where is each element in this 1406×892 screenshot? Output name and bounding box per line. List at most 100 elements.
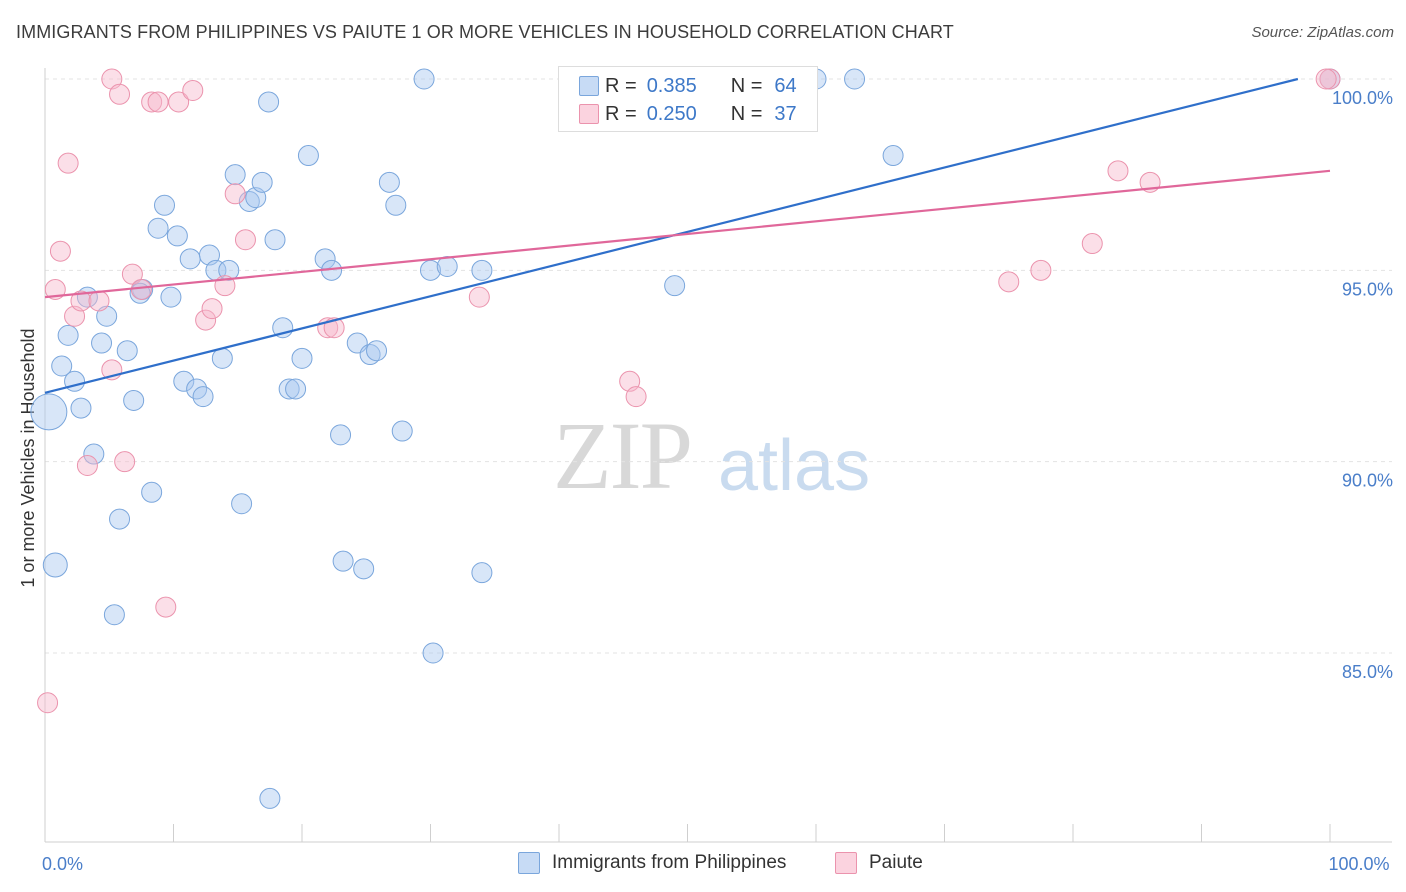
point-philippines [96,305,118,327]
point-philippines [297,145,319,167]
point-philippines [664,275,686,297]
legend-n-value: 64 [774,74,797,97]
point-paiute [101,68,123,90]
point-paiute [201,298,223,320]
point-philippines [51,355,73,377]
point-philippines [42,552,68,578]
series-legend: Immigrants from Philippines Paiute [0,852,1406,878]
point-philippines [291,347,313,369]
point-paiute [195,309,217,331]
legend-row-philippines: R = 0.385 N = 64 [579,73,797,99]
point-paiute [49,240,71,262]
point-paiute [147,91,169,113]
point-philippines [173,370,195,392]
y-tick-label: 100.0% [1332,88,1393,108]
point-philippines [366,340,388,362]
point-paiute [168,91,190,113]
point-paiute [57,152,79,174]
point-paiute [141,91,163,113]
point-philippines [413,68,435,90]
chart-title: IMMIGRANTS FROM PHILIPPINES VS PAIUTE 1 … [16,22,954,42]
point-paiute [37,692,59,714]
point-paiute [44,278,66,300]
y-tick-label: 90.0% [1342,471,1393,491]
point-philippines [231,493,253,515]
point-paiute [88,290,110,312]
point-philippines [30,393,68,431]
point-paiute [109,83,131,105]
point-philippines [57,324,79,346]
point-philippines [91,332,113,354]
point-philippines [192,386,214,408]
legend-n-value: 37 [774,102,797,125]
point-philippines [123,389,145,411]
point-philippines [211,347,233,369]
chart-source: Source: ZipAtlas.com [1251,24,1394,41]
point-philippines [251,171,273,193]
point-philippines [285,378,307,400]
y-axis-label: 1 or more Vehicles in Household [18,328,38,587]
x-tick-label: 100.0% [1328,854,1389,874]
point-philippines [330,424,352,446]
point-philippines [264,229,286,251]
point-philippines [359,344,381,366]
point-paiute [234,229,256,251]
watermark-atlas: atlas [718,426,871,506]
point-paiute [155,596,177,618]
series-legend-paiute[interactable]: Paiute [835,852,923,874]
point-philippines [147,217,169,239]
point-philippines [259,787,281,809]
point-paiute [224,183,246,205]
point-philippines [160,286,182,308]
series-legend-label: Immigrants from Philippines [552,852,787,873]
point-philippines [422,642,444,664]
point-paiute [76,454,98,476]
point-philippines [391,420,413,442]
point-philippines [278,378,300,400]
legend-swatch-philippines [579,76,599,96]
point-philippines [116,340,138,362]
y-tick-label: 85.0% [1342,662,1393,682]
series-legend-label: Paiute [869,852,923,873]
point-philippines [64,370,86,392]
y-tick-label: 95.0% [1342,279,1393,299]
point-philippines [471,259,493,281]
point-philippines [238,190,260,212]
legend-n-label: N = [730,74,763,97]
point-paiute [114,451,136,473]
point-philippines [179,248,201,270]
legend-row-paiute: R = 0.250 N = 37 [579,101,797,127]
legend-r-label: R = [605,102,637,125]
series-swatch-philippines [518,852,540,874]
point-philippines [166,225,188,247]
point-paiute [1315,68,1337,90]
point-philippines [378,171,400,193]
trendline-paiute [44,169,1331,299]
point-philippines [471,562,493,584]
point-philippines [258,91,280,113]
point-philippines [332,550,354,572]
point-paiute [1081,233,1103,255]
point-paiute [1107,160,1129,182]
series-swatch-paiute [835,852,857,874]
point-philippines [436,256,458,278]
point-philippines [83,443,105,465]
watermark-zip: ZIP [553,402,693,509]
series-legend-philippines[interactable]: Immigrants from Philippines [518,852,786,874]
point-philippines [353,558,375,580]
point-philippines [224,164,246,186]
x-tick-label: 0.0% [42,854,83,874]
point-philippines [844,68,866,90]
point-paiute [1030,259,1052,281]
point-philippines [109,508,131,530]
point-paiute [625,386,647,408]
legend-r-value: 0.385 [646,74,697,97]
point-philippines [385,194,407,216]
point-philippines [154,194,176,216]
point-philippines [103,604,125,626]
legend-r-label: R = [605,74,637,97]
point-philippines [882,145,904,167]
point-paiute [130,278,152,300]
legend-swatch-paiute [579,104,599,124]
